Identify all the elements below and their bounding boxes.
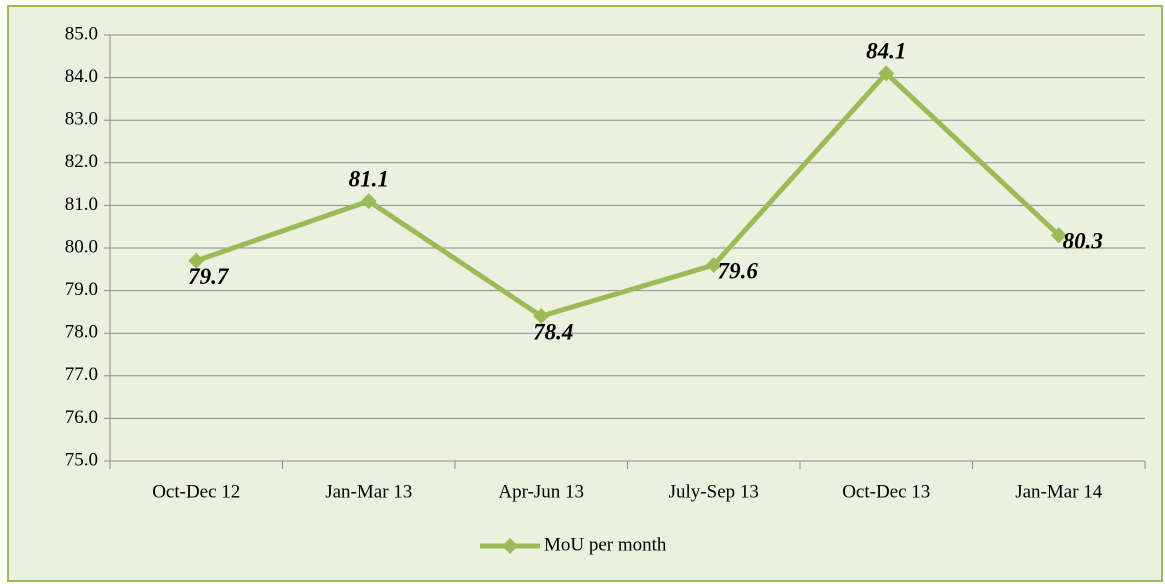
y-tick-label: 83.0 [65, 109, 98, 130]
y-tick-label: 76.0 [65, 407, 98, 428]
y-tick-label: 77.0 [65, 364, 98, 385]
y-tick-label: 75.0 [65, 449, 98, 470]
y-tick-label: 81.0 [65, 194, 98, 215]
x-tick-label: July-Sep 13 [669, 481, 759, 502]
x-tick-label: Oct-Dec 13 [842, 481, 930, 502]
marker [360, 193, 377, 210]
x-tick-label: Jan-Mar 13 [325, 481, 412, 502]
marker [1050, 227, 1067, 244]
legend-label: MoU per month [544, 534, 667, 555]
y-tick-label: 84.0 [65, 66, 98, 87]
data-label: 78.4 [533, 319, 573, 344]
data-label: 79.6 [718, 258, 759, 283]
marker [188, 252, 205, 269]
data-label: 80.3 [1063, 229, 1103, 254]
marker [705, 257, 722, 274]
data-label: 79.7 [188, 264, 230, 289]
legend-marker [502, 538, 518, 554]
chart-area [7, 5, 1163, 582]
y-tick-label: 79.0 [65, 279, 98, 300]
line [195, 70, 1061, 319]
y-tick-label: 78.0 [65, 322, 98, 343]
marker [878, 65, 895, 82]
marker [533, 308, 550, 325]
data-label: 84.1 [866, 39, 906, 64]
x-tick-label: Apr-Jun 13 [498, 481, 584, 502]
y-tick-label: 85.0 [65, 23, 98, 44]
y-tick-label: 80.0 [65, 236, 98, 257]
x-tick-label: Jan-Mar 14 [1015, 481, 1103, 502]
y-tick-label: 82.0 [65, 151, 98, 172]
x-tick-label: Oct-Dec 12 [152, 481, 240, 502]
data-label: 81.1 [349, 166, 389, 191]
